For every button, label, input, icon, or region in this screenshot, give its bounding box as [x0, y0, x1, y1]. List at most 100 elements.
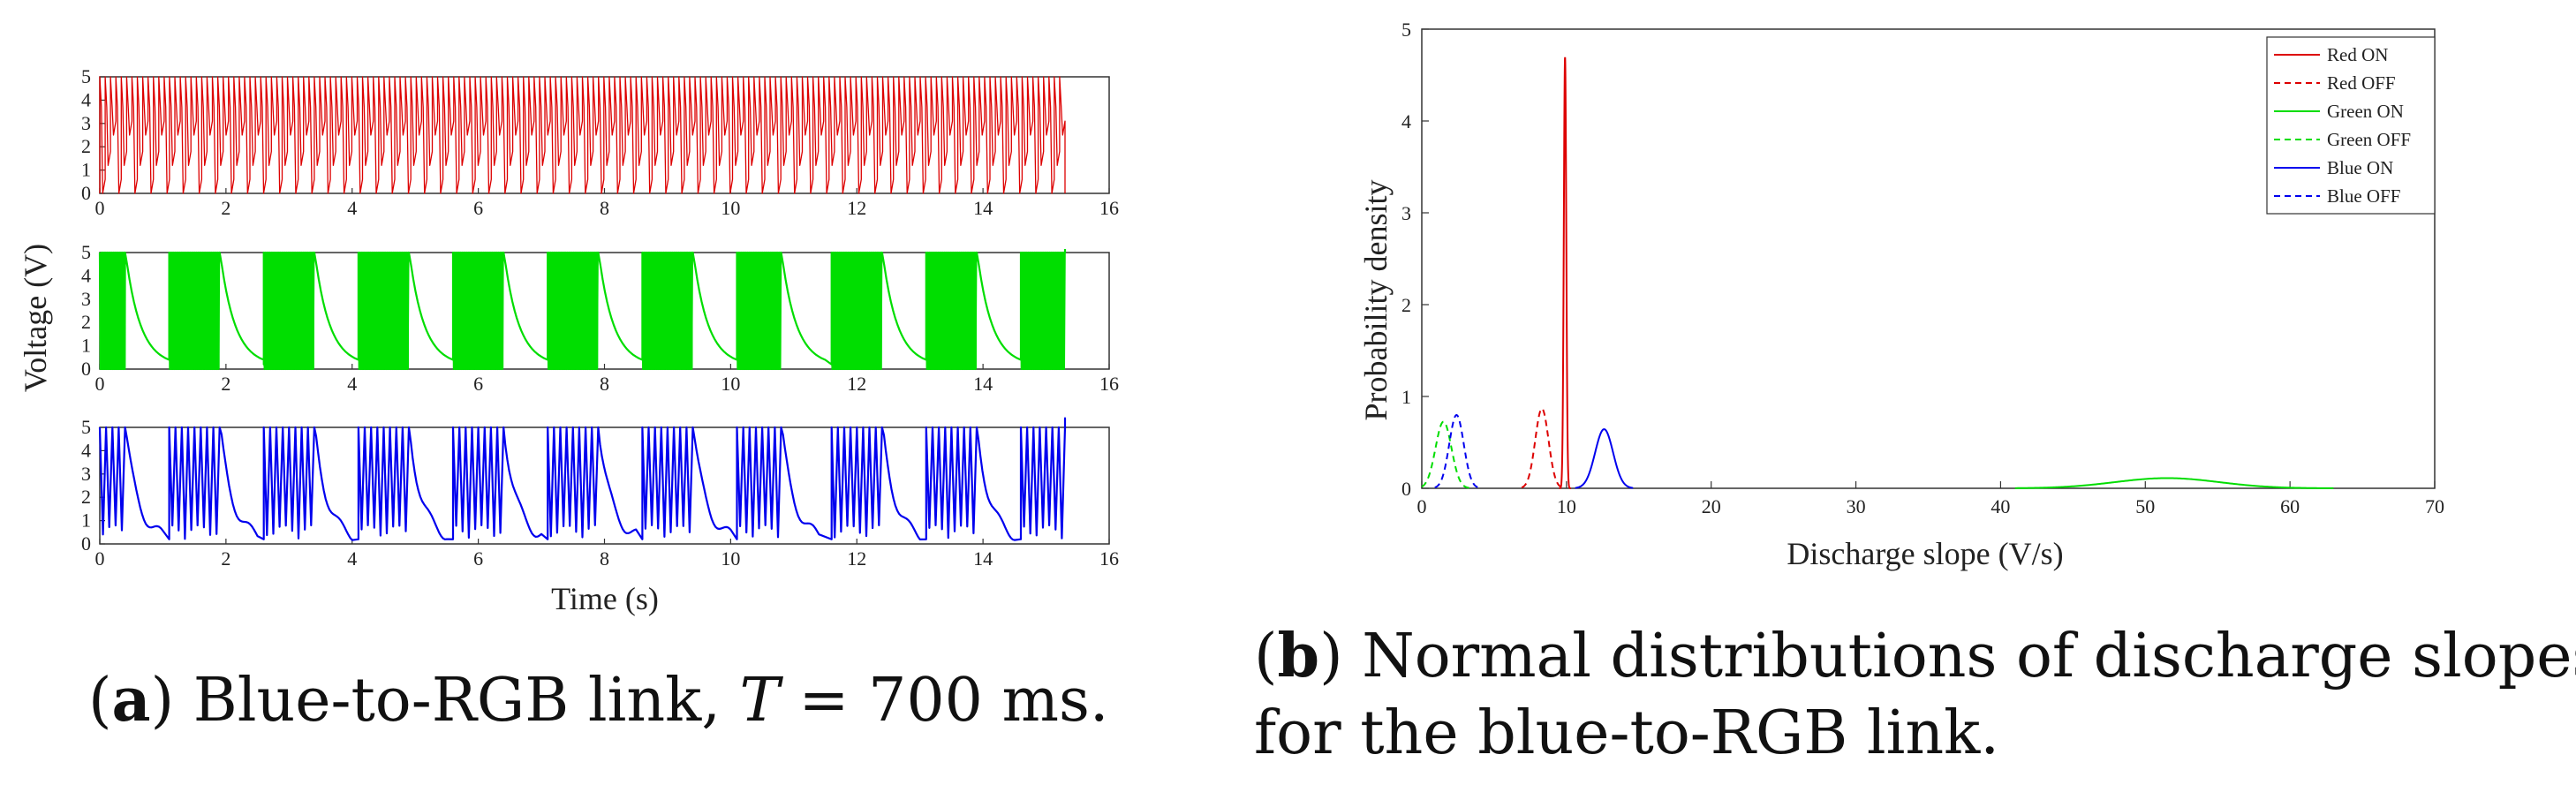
x-tick-label: 2	[221, 197, 230, 219]
plot-frame	[1421, 28, 2436, 489]
y-tick-label: 0	[1401, 478, 1411, 500]
x-tick-label: 12	[847, 547, 866, 570]
x-tick-label: 4	[347, 547, 357, 570]
caption-a-text-before: Blue-to-RGB link,	[174, 666, 740, 736]
chart-b-xlabel: Discharge slope (V/s)	[1787, 536, 2063, 571]
y-tick-label: 4	[81, 264, 91, 286]
y-tick-label: 3	[1401, 202, 1411, 224]
burst-block	[737, 253, 782, 369]
x-tick-label: 0	[95, 547, 105, 570]
caption-a-label: a	[111, 665, 151, 736]
y-tick-label: 4	[81, 88, 91, 110]
legend: Red ON Red OFF Green ON Green OFF Blue ON Blu…	[2266, 36, 2436, 215]
burst-block	[1020, 253, 1065, 369]
y-tick-label: 0	[81, 358, 91, 380]
trace-blue	[98, 417, 1067, 541]
x-tick-label: 10	[721, 197, 740, 219]
y-tick-label: 0	[81, 182, 91, 204]
chart-b-ylabel: Probability density	[1358, 180, 1394, 421]
y-tick-label: 5	[1401, 19, 1411, 41]
x-tick-label: 16	[1099, 197, 1119, 219]
x-tick-label: 12	[847, 373, 866, 395]
x-tick-label: 0	[1417, 495, 1427, 517]
burst-block	[831, 253, 882, 369]
y-tick-label: 4	[81, 439, 91, 461]
burst-block	[263, 253, 314, 369]
y-tick-label: 0	[81, 532, 91, 555]
burst-block	[642, 253, 693, 369]
x-tick-label: 14	[973, 547, 993, 570]
y-tick-label: 1	[1401, 386, 1411, 408]
legend-label: Red ON	[2327, 44, 2388, 65]
series-red-on	[1559, 57, 1571, 489]
x-tick-label: 6	[473, 547, 483, 570]
y-tick-label: 1	[81, 159, 91, 181]
x-tick-label: 8	[600, 547, 609, 570]
x-tick-label: 2	[221, 547, 230, 570]
caption-a-text-after: = 700 ms.	[779, 666, 1109, 736]
x-tick-label: 4	[347, 197, 357, 219]
y-tick-label: 5	[81, 65, 91, 87]
x-tick-label: 16	[1099, 547, 1119, 570]
x-tick-label: 70	[2425, 495, 2444, 517]
legend-label: Green OFF	[2327, 129, 2411, 150]
series-green-on	[2014, 477, 2334, 489]
x-tick-label: 40	[1991, 495, 2010, 517]
x-tick-label: 14	[973, 197, 993, 219]
x-tick-label: 0	[95, 373, 105, 395]
burst-block	[548, 253, 599, 369]
x-tick-label: 8	[600, 373, 609, 395]
x-tick-label: 10	[1557, 495, 1576, 517]
legend-label: Green ON	[2327, 101, 2404, 122]
caption-b: (b) Normal distributions of discharge sl…	[1254, 618, 2576, 772]
x-tick-label: 14	[973, 373, 993, 395]
y-tick-label: 3	[81, 288, 91, 310]
x-tick-label: 2	[221, 373, 230, 395]
x-tick-label: 30	[1847, 495, 1866, 517]
legend-box	[2266, 36, 2436, 215]
x-tick-label: 0	[95, 197, 105, 219]
series-red-off	[1521, 407, 1563, 489]
chart-a-xlabel: Time (s)	[551, 581, 659, 616]
chart-a-ylabel: Voltage (V)	[18, 244, 53, 392]
x-tick-label: 8	[600, 197, 609, 219]
caption-a-period-symbol: T	[739, 666, 780, 736]
burst-block	[100, 253, 125, 369]
x-tick-label: 50	[2135, 495, 2155, 517]
y-tick-label: 1	[81, 335, 91, 357]
series-green-off	[1421, 420, 1471, 489]
y-tick-label: 2	[81, 311, 91, 333]
x-tick-label: 10	[721, 547, 740, 570]
burst-block	[358, 253, 410, 369]
trace-red	[99, 76, 1066, 194]
legend-label: Red OFF	[2327, 72, 2396, 94]
y-tick-label: 4	[1401, 110, 1411, 132]
x-tick-label: 4	[347, 373, 357, 395]
legend-label: Blue OFF	[2327, 185, 2400, 207]
x-tick-label: 6	[473, 373, 483, 395]
x-tick-label: 10	[721, 373, 740, 395]
y-tick-label: 5	[81, 241, 91, 263]
y-tick-label: 1	[81, 509, 91, 532]
chart-a: Voltage (V) Time (s) 0 2 4 6 8 10 12 14 16012345…	[18, 65, 1119, 616]
caption-b-line2: for the blue-to-RGB link.	[1254, 698, 1999, 769]
caption-b-label: b	[1277, 621, 1320, 691]
y-tick-label: 2	[1401, 294, 1411, 316]
burst-block	[453, 253, 504, 369]
y-tick-label: 2	[81, 486, 91, 508]
chart-b: Probability density Discharge slope (V/s…	[1358, 19, 2444, 571]
series-blue-on	[1575, 428, 1634, 489]
y-tick-label: 3	[81, 112, 91, 134]
y-tick-label: 3	[81, 463, 91, 485]
x-tick-label: 20	[1702, 495, 1721, 517]
x-tick-label: 6	[473, 197, 483, 219]
caption-b-line1: Normal distributions of discharge slopes	[1342, 622, 2576, 691]
y-tick-label: 5	[81, 416, 91, 438]
x-tick-label: 12	[847, 197, 866, 219]
caption-a: (a) Blue-to-RGB link, T = 700 ms.	[88, 665, 1109, 736]
burst-block	[925, 253, 977, 369]
